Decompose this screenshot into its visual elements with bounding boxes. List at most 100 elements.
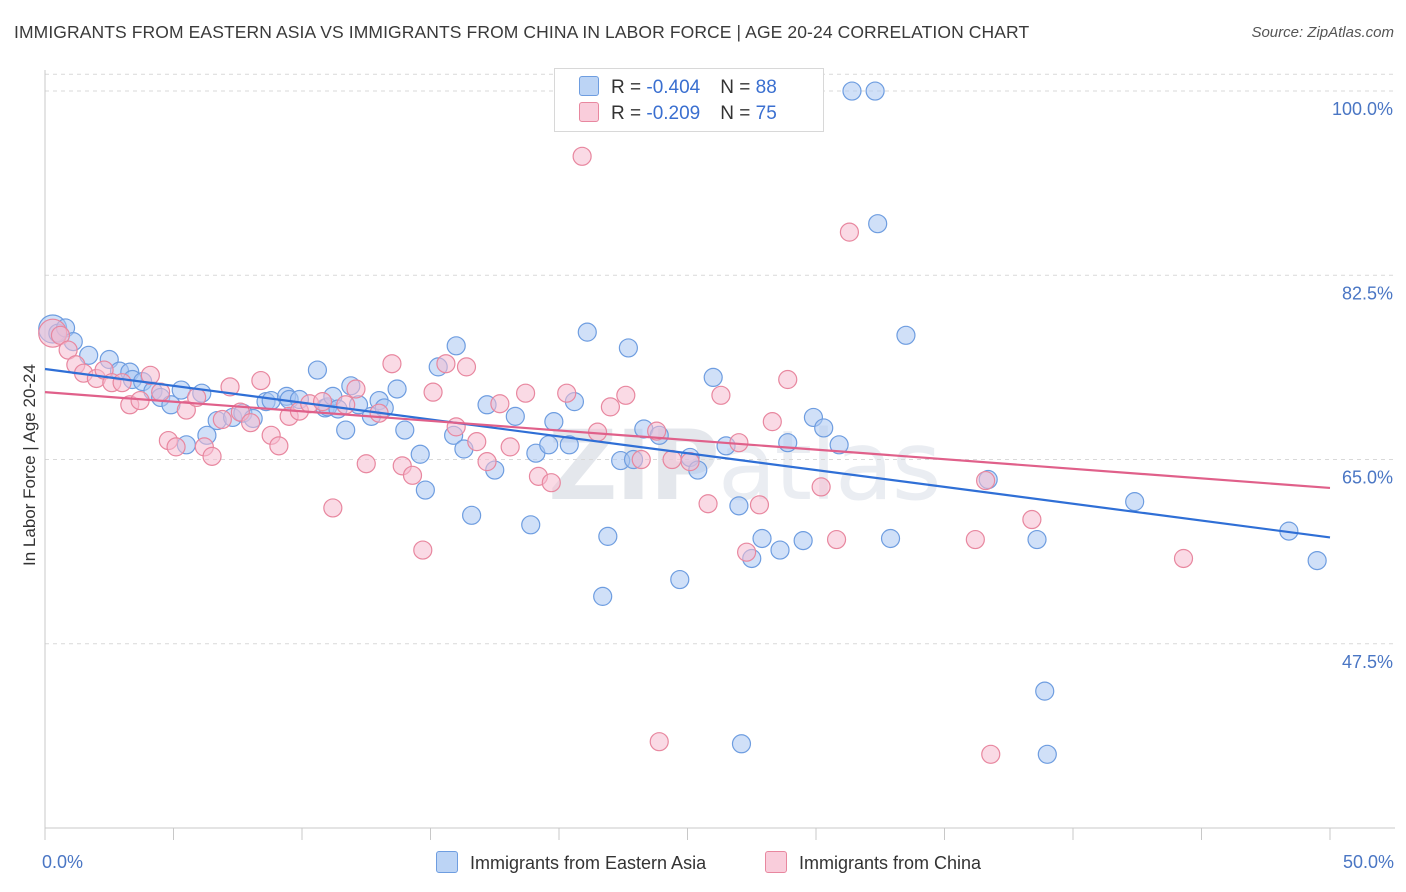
data-point — [356, 454, 376, 474]
data-point — [559, 435, 579, 455]
y-tick-label: 100.0% — [1332, 99, 1393, 119]
data-point — [647, 421, 667, 441]
legend-r-value: -0.404 — [646, 77, 701, 98]
data-point — [515, 383, 536, 403]
data-point — [312, 392, 333, 412]
data-point — [467, 432, 487, 452]
chart-title: IMMIGRANTS FROM EASTERN ASIA VS IMMIGRAN… — [14, 22, 1030, 42]
data-point — [731, 734, 752, 754]
data-point — [839, 222, 860, 242]
data-point — [477, 452, 497, 472]
data-point — [112, 373, 132, 393]
data-point — [1027, 529, 1047, 550]
data-point — [811, 477, 831, 497]
data-point — [336, 420, 356, 440]
data-point — [212, 409, 232, 430]
data-point — [1307, 550, 1327, 571]
data-point — [241, 413, 261, 433]
data-point — [79, 345, 99, 365]
data-point — [220, 377, 240, 397]
trend-lines — [44, 367, 1331, 539]
data-point — [521, 515, 541, 535]
data-point — [572, 146, 592, 166]
data-point — [1037, 744, 1057, 764]
data-point — [58, 340, 78, 360]
data-point — [539, 435, 559, 455]
data-point — [662, 449, 682, 470]
data-point — [649, 732, 669, 752]
data-point — [842, 81, 862, 101]
data-point — [770, 540, 790, 560]
source-credit: Source: ZipAtlas.com — [1251, 24, 1394, 41]
legend-swatch-blue — [579, 76, 599, 96]
trend-line-china — [44, 391, 1331, 490]
data-point — [880, 528, 901, 549]
y-axis-label: In Labor Force | Age 20-24 — [20, 364, 39, 566]
data-point — [976, 470, 996, 491]
y-tick-label: 82.5% — [1342, 283, 1393, 303]
data-point — [1125, 492, 1145, 512]
data-point — [446, 417, 466, 437]
data-point — [307, 360, 328, 380]
x-tick-label-min: 0.0% — [42, 852, 84, 872]
data-point — [598, 526, 618, 546]
data-point — [50, 325, 71, 345]
data-point — [737, 542, 757, 562]
data-point — [423, 382, 443, 402]
legend-r-value: -0.209 — [646, 103, 701, 124]
data-point — [703, 367, 723, 388]
data-point — [631, 449, 651, 470]
data-point — [557, 383, 577, 403]
data-point — [729, 496, 749, 516]
data-point — [577, 322, 597, 342]
data-point — [1035, 681, 1055, 701]
data-point — [410, 444, 430, 464]
data-point — [436, 354, 456, 374]
data-point — [826, 529, 847, 550]
data-point — [965, 529, 985, 550]
data-point — [616, 385, 636, 405]
data-point — [462, 505, 482, 525]
axes — [44, 70, 1395, 840]
data-point — [1173, 548, 1194, 569]
zipatlas-watermark: ZIPatlas — [548, 410, 942, 522]
bottom-legend-swatch-blue — [436, 851, 458, 873]
series-china-points — [38, 146, 1194, 764]
data-point — [346, 379, 366, 399]
data-point — [541, 473, 561, 493]
data-point — [793, 530, 813, 551]
data-point — [395, 420, 415, 440]
legend-n-value: 88 — [755, 77, 777, 98]
data-point — [865, 81, 885, 101]
correlation-legend: R = -0.404 N = 88 R = -0.209 N = 75 — [554, 68, 824, 132]
data-point — [446, 336, 466, 356]
x-tick-label-max: 50.0% — [1342, 852, 1394, 872]
data-point — [752, 528, 772, 549]
data-point — [593, 586, 613, 606]
data-point — [544, 412, 564, 432]
data-point — [814, 418, 834, 438]
series-eastern-asia-points — [38, 81, 1327, 764]
data-point — [415, 480, 435, 500]
data-point — [505, 406, 525, 426]
y-tick-label: 47.5% — [1342, 652, 1393, 672]
data-point — [456, 357, 477, 377]
data-point — [336, 395, 356, 415]
data-point — [829, 435, 849, 455]
data-point — [269, 436, 289, 456]
data-point — [1022, 509, 1042, 530]
trend-line-eastern-asia — [44, 367, 1331, 539]
data-point — [698, 494, 718, 514]
legend-n-value: 75 — [755, 103, 777, 124]
data-point — [202, 446, 222, 466]
data-point — [323, 498, 343, 518]
data-point — [670, 569, 690, 590]
data-point — [711, 385, 731, 405]
data-point — [382, 354, 402, 374]
data-point — [500, 437, 520, 457]
data-point — [618, 338, 638, 358]
data-point — [251, 370, 271, 391]
legend-row-china: R = -0.209 N = 75 — [579, 102, 777, 126]
data-point — [490, 394, 510, 414]
